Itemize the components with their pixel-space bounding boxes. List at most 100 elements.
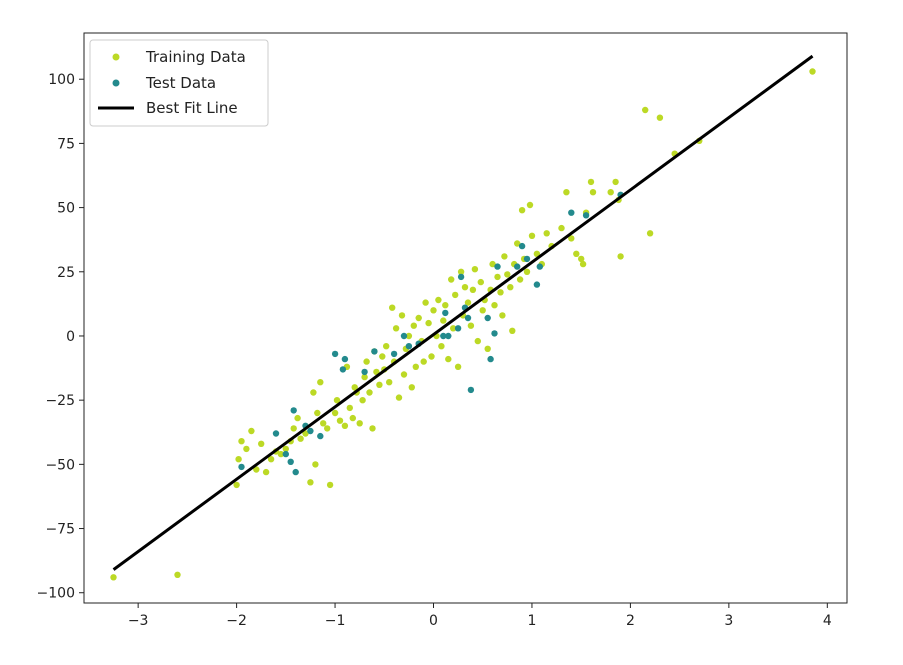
y-tick-label-2: −50 xyxy=(45,457,75,473)
training-data-point-24 xyxy=(320,420,327,427)
training-data-point-94 xyxy=(499,312,506,319)
training-data-point-13 xyxy=(282,445,289,453)
test-data-point-26 xyxy=(484,314,491,322)
training-data-point-20 xyxy=(312,461,319,468)
training-data-point-121 xyxy=(612,178,619,186)
training-data-point-60 xyxy=(415,314,422,322)
x-tick-label-3: 0 xyxy=(429,613,438,629)
training-data-point-51 xyxy=(392,325,400,332)
test-data-point-24 xyxy=(464,314,472,322)
training-data-point-49 xyxy=(389,304,396,311)
test-data-point-36 xyxy=(582,212,590,219)
training-data-point-64 xyxy=(425,319,432,327)
test-data-point-27 xyxy=(487,355,494,363)
training-data-point-2 xyxy=(233,481,240,489)
training-data-point-58 xyxy=(410,322,417,329)
training-data-point-73 xyxy=(448,276,455,283)
training-data-point-83 xyxy=(471,266,479,273)
training-data-point-65 xyxy=(428,353,435,360)
training-data-point-95 xyxy=(501,253,508,260)
training-data-point-30 xyxy=(341,422,349,429)
training-data-point-1 xyxy=(174,571,181,578)
training-data-point-36 xyxy=(356,420,363,427)
best-fit-line xyxy=(112,54,814,571)
axes-frame xyxy=(83,32,848,604)
training-data-point-118 xyxy=(587,178,595,186)
training-data-point-23 xyxy=(317,379,324,386)
training-data-point-105 xyxy=(526,201,534,209)
y-tick-label-1: −75 xyxy=(45,522,75,538)
training-data-point-69 xyxy=(438,343,445,350)
legend-box xyxy=(89,39,269,127)
test-data-point-10 xyxy=(339,366,347,373)
test-data-point-35 xyxy=(568,209,575,216)
training-data-point-33 xyxy=(349,414,356,422)
training-data-point-54 xyxy=(400,371,408,378)
training-data-point-104 xyxy=(523,268,531,275)
training-data-point-126 xyxy=(656,114,664,121)
training-data-point-75 xyxy=(452,291,459,299)
training-data-point-62 xyxy=(420,358,427,365)
training-data-point-80 xyxy=(464,299,472,306)
training-data-point-5 xyxy=(243,445,250,453)
training-data-point-52 xyxy=(395,394,403,401)
training-data-point-27 xyxy=(331,409,339,417)
training-data-point-90 xyxy=(489,260,496,268)
y-tick-label-8: 100 xyxy=(48,72,75,88)
x-tick-label-7: 4 xyxy=(823,613,832,629)
training-data-point-59 xyxy=(412,363,419,370)
training-data-point-16 xyxy=(294,414,301,422)
training-data-point-63 xyxy=(422,299,429,306)
training-data-point-70 xyxy=(440,317,447,324)
y-tick-label-7: 75 xyxy=(57,136,75,152)
training-data-point-88 xyxy=(484,345,491,352)
training-data-point-53 xyxy=(398,312,406,319)
training-data-point-9 xyxy=(262,468,270,476)
training-data-point-6 xyxy=(248,427,255,435)
training-data-point-7 xyxy=(253,466,260,473)
test-data-point-12 xyxy=(361,368,368,376)
legend-label-best-fit-line: Best Fit Line xyxy=(146,99,238,117)
training-data-point-124 xyxy=(642,106,649,114)
training-data-point-45 xyxy=(379,353,386,360)
training-data-point-21 xyxy=(310,389,317,396)
training-data-point-93 xyxy=(497,289,504,296)
training-data-point-97 xyxy=(507,284,514,291)
test-data-point-15 xyxy=(400,332,408,340)
test-data-point-7 xyxy=(307,427,314,435)
training-data-point-22 xyxy=(314,409,321,417)
training-data-point-91 xyxy=(491,302,498,309)
legend-marker-training-data xyxy=(112,53,120,61)
training-data-point-39 xyxy=(363,358,370,365)
y-tick-label-0: −100 xyxy=(37,586,75,602)
training-data-point-109 xyxy=(543,230,550,237)
plot-layer xyxy=(110,54,816,581)
test-data-point-11 xyxy=(341,355,349,363)
x-tick-label-6: 3 xyxy=(724,613,733,629)
training-data-point-40 xyxy=(366,389,373,396)
training-data-point-116 xyxy=(579,260,587,268)
y-tick-label-6: 50 xyxy=(57,201,75,217)
training-data-point-71 xyxy=(442,302,449,309)
test-data-point-33 xyxy=(533,281,541,288)
test-data-point-0 xyxy=(238,463,245,471)
training-data-point-85 xyxy=(477,278,484,286)
training-data-point-111 xyxy=(558,224,565,232)
test-data-point-14 xyxy=(390,350,398,358)
training-data-point-119 xyxy=(589,189,597,196)
axes-layer: −3 −2 −1 0 1 2 3 4 −100 −75 −50 −25 0 25 50 75 100 xyxy=(37,32,848,629)
test-data-point-16 xyxy=(405,343,413,350)
training-data-point-81 xyxy=(467,322,475,329)
training-data-point-100 xyxy=(514,240,521,247)
legend-label-test-data: Test Data xyxy=(145,74,216,92)
training-data-point-76 xyxy=(454,363,462,370)
training-data-point-125 xyxy=(646,230,654,237)
training-data-point-107 xyxy=(533,250,541,257)
training-data-point-113 xyxy=(568,235,575,242)
test-data-point-34 xyxy=(536,263,543,270)
legend: Training Data Test Data Best Fit Line xyxy=(89,39,269,127)
test-data-point-4 xyxy=(290,407,297,414)
training-data-point-44 xyxy=(376,381,383,388)
test-data-point-3 xyxy=(287,458,294,465)
